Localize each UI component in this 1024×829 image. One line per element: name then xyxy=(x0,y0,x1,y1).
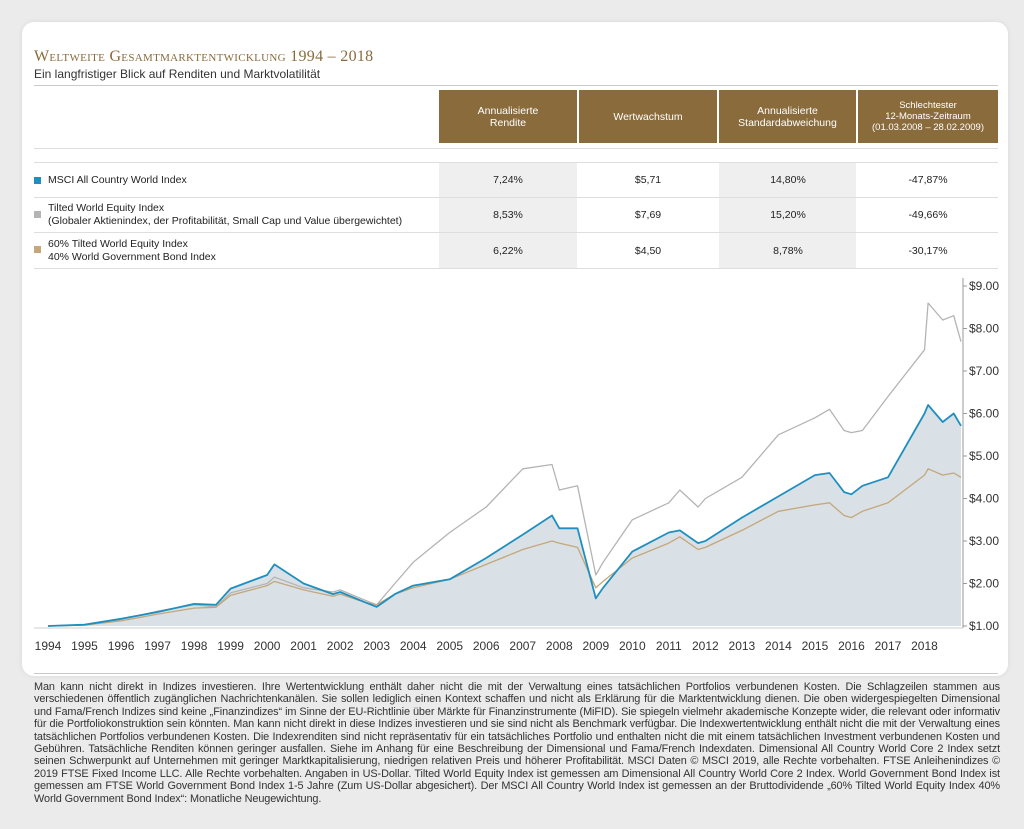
table-cell: -49,66% xyxy=(908,209,948,221)
x-tick-label: 2016 xyxy=(838,639,865,653)
y-tick-label: $2.00 xyxy=(969,577,999,591)
x-tick-label: 2017 xyxy=(875,639,902,653)
x-tick-label: 2006 xyxy=(473,639,500,653)
msci-series-line xyxy=(47,404,962,627)
x-tick-label: 1999 xyxy=(217,639,244,653)
legend-swatch-tilted xyxy=(34,211,41,218)
x-tick-label: 1997 xyxy=(144,639,171,653)
x-tick-label: 2018 xyxy=(911,639,938,653)
x-tick-label: 2004 xyxy=(400,639,427,653)
y-tick-label: $5.00 xyxy=(969,449,999,463)
page-subtitle: Ein langfristiger Blick auf Renditen und… xyxy=(34,67,321,81)
y-tick-label: $1.00 xyxy=(969,619,999,633)
disclaimer-footnote: Man kann nicht direkt in Indizes investi… xyxy=(34,681,1000,805)
col-header-std-dev: Annualisierte Standardabweichung xyxy=(719,90,856,143)
col-header-growth: Wertwachstum xyxy=(579,90,717,143)
table-divider xyxy=(34,197,998,198)
footnote-divider xyxy=(34,673,998,674)
title-divider xyxy=(34,85,998,86)
table-cell: -30,17% xyxy=(908,245,948,257)
x-tick-label: 1994 xyxy=(35,639,62,653)
y-tick-label: $7.00 xyxy=(969,364,999,378)
x-tick-label: 2001 xyxy=(290,639,317,653)
table-cell: 14,80% xyxy=(770,174,806,186)
x-tick-label: 1996 xyxy=(108,639,135,653)
x-tick-label: 2003 xyxy=(363,639,390,653)
row-name-balanced: 60% Tilted World Equity Index 40% World … xyxy=(48,238,216,263)
x-tick-label: 2007 xyxy=(509,639,536,653)
y-tick-label: $9.00 xyxy=(969,279,999,293)
balanced-series-line xyxy=(47,468,962,627)
tilted-series-line xyxy=(47,302,962,627)
x-tick-label: 2010 xyxy=(619,639,646,653)
column-shade-1 xyxy=(439,163,577,268)
table-cell: $5,71 xyxy=(634,174,662,186)
page-title: Weltweite Gesamtmarktentwicklung 1994 – … xyxy=(34,48,374,65)
table-cell: 8,53% xyxy=(493,209,523,221)
y-tick-label: $4.00 xyxy=(969,492,999,506)
y-tick-label: $6.00 xyxy=(969,407,999,421)
x-tick-label: 2008 xyxy=(546,639,573,653)
table-divider xyxy=(34,268,998,269)
table-divider xyxy=(34,162,998,163)
legend-swatch-msci xyxy=(34,177,41,184)
column-shade-3 xyxy=(719,163,856,268)
table-cell: $4,50 xyxy=(634,245,662,257)
legend-swatch-balanced xyxy=(34,246,41,253)
x-tick-label: 2000 xyxy=(254,639,281,653)
x-tick-label: 2009 xyxy=(582,639,609,653)
row-name-tilted: Tilted World Equity Index (Globaler Akti… xyxy=(48,202,403,227)
msci-area-fill xyxy=(48,405,961,626)
y-tick-label: $8.00 xyxy=(969,322,999,336)
col-header-worst-12m: Schlechtester 12-Monats-Zeitraum (01.03.… xyxy=(858,90,998,143)
col-header-annual-return: Annualisierte Rendite xyxy=(439,90,577,143)
table-cell: 7,24% xyxy=(493,174,523,186)
table-divider xyxy=(34,232,998,233)
x-tick-label: 2012 xyxy=(692,639,719,653)
row-name-msci: MSCI All Country World Index xyxy=(48,174,187,186)
table-divider xyxy=(34,148,998,149)
x-tick-label: 2005 xyxy=(436,639,463,653)
table-cell: -47,87% xyxy=(908,174,948,186)
x-tick-label: 2011 xyxy=(656,639,682,653)
table-cell: 6,22% xyxy=(493,245,523,257)
table-cell: 8,78% xyxy=(773,245,803,257)
x-tick-label: 1998 xyxy=(181,639,208,653)
x-tick-label: 1995 xyxy=(71,639,98,653)
x-tick-label: 2015 xyxy=(802,639,829,653)
x-tick-label: 2014 xyxy=(765,639,792,653)
y-tick-label: $3.00 xyxy=(969,534,999,548)
x-tick-label: 2013 xyxy=(729,639,756,653)
table-cell: $7,69 xyxy=(634,209,662,221)
x-tick-label: 2002 xyxy=(327,639,354,653)
table-cell: 15,20% xyxy=(770,209,806,221)
